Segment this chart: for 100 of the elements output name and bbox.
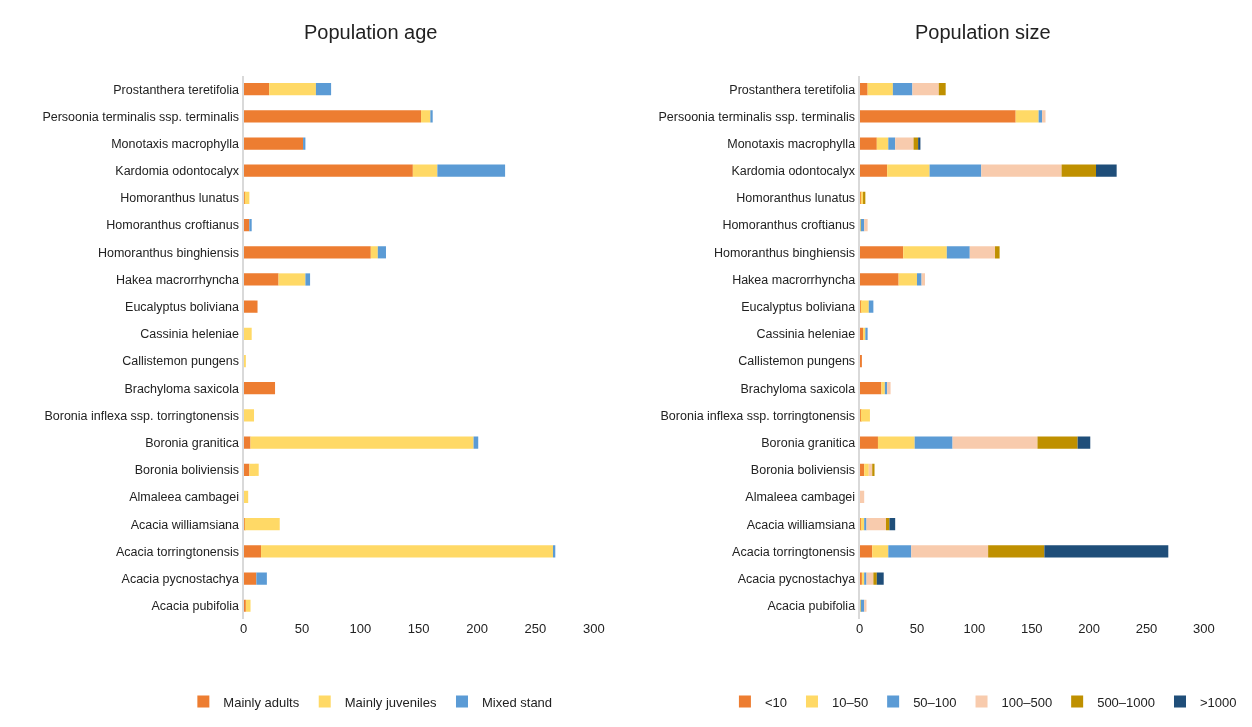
- bar: [898, 273, 917, 286]
- y-tick-label: Acacia pycnostachya: [737, 571, 856, 586]
- y-tick-label: Boronia boliviensis: [750, 463, 856, 478]
- bar: [921, 273, 926, 286]
- y-tick-label: Homoranthus croftianus: [106, 218, 240, 233]
- y-tick-label: Acacia pubifolia: [151, 599, 240, 614]
- x-tick-label: 0: [239, 621, 248, 637]
- legend-label: <10: [764, 694, 787, 710]
- bar: [1037, 436, 1078, 449]
- bar: [370, 246, 378, 259]
- y-tick-label: Homoranthus lunatus: [736, 191, 856, 206]
- bar: [892, 83, 913, 96]
- bar: [269, 83, 316, 96]
- bar: [244, 518, 280, 531]
- y-tick-label: Hakea macrorrhyncha: [732, 272, 856, 287]
- bar: [888, 545, 912, 558]
- x-tick-label: 200: [1078, 621, 1100, 637]
- x-tick-label: 100: [349, 621, 372, 637]
- bar: [859, 110, 1016, 123]
- bar: [437, 164, 506, 177]
- bar: [895, 137, 914, 150]
- y-tick-label: Prostanthera teretifolia: [729, 82, 856, 97]
- x-tick-label: 250: [524, 621, 547, 637]
- bar: [952, 436, 1038, 449]
- y-tick-label: Boronia granitica: [145, 435, 240, 450]
- bar: [859, 137, 877, 150]
- bar: [914, 436, 953, 449]
- bar: [1077, 436, 1091, 449]
- y-tick-label: Homoranthus binghiensis: [97, 245, 240, 260]
- bar: [860, 300, 869, 313]
- bar: [243, 137, 304, 150]
- y-tick-label: Brachyloma saxicola: [124, 381, 240, 396]
- bar: [860, 409, 870, 422]
- y-tick-label: Acacia williamsiana: [746, 517, 856, 532]
- bar: [859, 382, 882, 395]
- y-tick-label: Cassinia heleniae: [756, 327, 856, 342]
- bar: [873, 572, 877, 585]
- bar: [256, 572, 267, 585]
- bar: [866, 518, 886, 531]
- bar: [872, 545, 889, 558]
- bar: [876, 572, 884, 585]
- legend-label: Mixed stand: [481, 694, 553, 710]
- bar: [912, 83, 939, 96]
- bar: [249, 463, 259, 476]
- y-tick-label: Acacia torringtonensis: [732, 544, 856, 559]
- bar: [1042, 110, 1046, 123]
- bar: [911, 545, 989, 558]
- bar: [903, 246, 947, 259]
- x-tick-label: 300: [582, 621, 605, 637]
- bar: [278, 273, 306, 286]
- bar: [918, 137, 921, 150]
- bar: [995, 246, 1000, 259]
- bar: [889, 518, 896, 531]
- y-tick-label: Cassinia heleniae: [140, 327, 240, 342]
- bar: [1061, 164, 1097, 177]
- y-tick-label: Brachyloma saxicola: [740, 381, 856, 396]
- x-tick-label: 100: [963, 621, 986, 637]
- legend-label: 500–1000: [1097, 694, 1155, 710]
- y-tick-label: Persoonia terminalis ssp. terminalis: [42, 109, 240, 124]
- bar: [859, 273, 899, 286]
- bar: [946, 246, 970, 259]
- y-tick-label: Prostanthera teretifolia: [113, 82, 240, 97]
- bar: [859, 83, 868, 96]
- y-tick-label: Boronia inflexa ssp. torringtonensis: [660, 408, 856, 423]
- legend-label: Mainly juveniles: [344, 694, 437, 710]
- bar: [243, 83, 270, 96]
- bar: [243, 572, 257, 585]
- bar: [303, 137, 306, 150]
- bar: [377, 246, 386, 259]
- bar: [859, 164, 888, 177]
- bar: [249, 218, 252, 232]
- y-tick-label: Homoranthus croftianus: [722, 218, 856, 233]
- bar: [867, 83, 893, 96]
- bar: [243, 246, 371, 259]
- bar: [981, 164, 1062, 177]
- bar: [864, 218, 868, 232]
- y-tick-label: Acacia torringtonensis: [116, 544, 240, 559]
- bar: [872, 463, 875, 476]
- bar: [988, 545, 1045, 558]
- bar: [243, 164, 413, 177]
- bar: [243, 409, 255, 422]
- bar: [876, 137, 889, 150]
- bar: [859, 436, 878, 449]
- x-tick-label: 300: [1193, 621, 1215, 637]
- chart-title: Population age: [304, 21, 438, 43]
- y-tick-label: Almaleea cambagei: [129, 490, 240, 505]
- x-tick-label: 50: [294, 621, 310, 637]
- bar: [888, 137, 896, 150]
- legend-label: 100–500: [1001, 694, 1053, 710]
- legend-label: 10–50: [831, 694, 869, 710]
- bar: [243, 273, 279, 286]
- bar: [1015, 110, 1039, 123]
- legend-label: >1000: [1200, 694, 1237, 710]
- bar: [887, 164, 930, 177]
- bar: [243, 436, 251, 449]
- y-tick-label: Almaleea cambagei: [745, 490, 856, 505]
- bar: [877, 436, 915, 449]
- y-tick-label: Boronia granitica: [761, 435, 856, 450]
- y-tick-label: Acacia williamsiana: [130, 517, 240, 532]
- y-tick-label: Monotaxis macrophylla: [727, 136, 856, 151]
